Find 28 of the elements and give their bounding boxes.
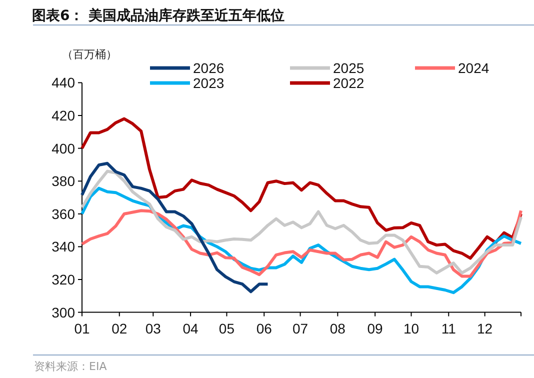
y-tick-label: 320 <box>52 272 76 288</box>
chart-title: 图表6： 美国成品油库存跌至近五年低位 <box>32 7 285 24</box>
y-tick-label: 400 <box>52 140 76 156</box>
y-tick-label: 440 <box>52 74 76 91</box>
x-tick-label: 01 <box>74 320 90 336</box>
x-tick-label: 05 <box>218 320 235 336</box>
y-tick-label: 340 <box>52 238 76 255</box>
legend-label: 2026 <box>193 60 224 76</box>
y-tick-label: 300 <box>52 304 76 320</box>
x-tick-label: 03 <box>145 320 162 336</box>
x-tick-label: 04 <box>182 320 199 336</box>
y-tick-label: 380 <box>52 173 76 190</box>
x-tick-label: 08 <box>330 320 346 336</box>
x-tick-label: 06 <box>256 320 272 336</box>
y-tick-label: 360 <box>52 206 76 222</box>
y-axis-title: （百万桶） <box>62 48 117 61</box>
x-tick-label: 12 <box>477 320 493 336</box>
y-tick-label: 420 <box>52 108 76 124</box>
x-tick-label: 07 <box>292 320 308 336</box>
legend-label: 2023 <box>193 75 224 91</box>
x-tick-label: 02 <box>112 320 128 336</box>
legend-label: 2025 <box>333 60 364 76</box>
text: 资料来源：EIA <box>34 360 108 373</box>
legend-label: 2024 <box>458 60 490 76</box>
x-tick-label: 11 <box>441 320 456 336</box>
x-tick-label: 10 <box>403 320 420 336</box>
x-tick-label: 09 <box>367 320 384 336</box>
legend-label: 2022 <box>333 75 364 91</box>
